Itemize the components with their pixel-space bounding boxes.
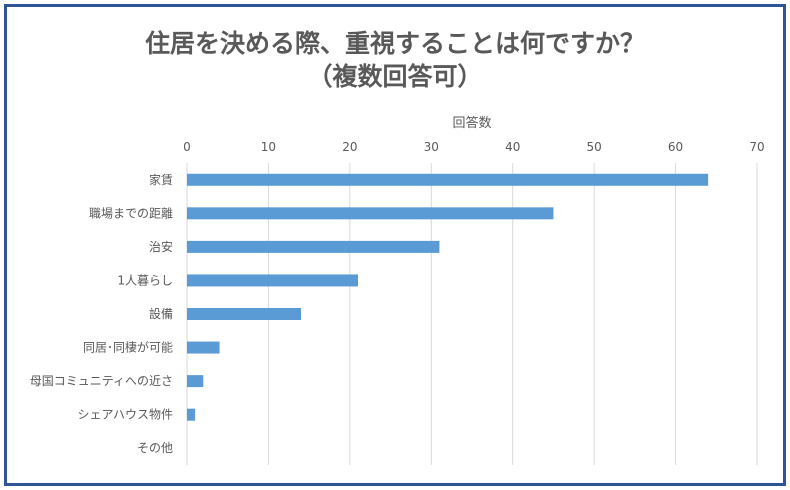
bar-0 <box>187 173 709 186</box>
x-tick-label: 0 <box>183 140 191 154</box>
x-tick-label: 40 <box>505 140 520 154</box>
category-label: その他 <box>137 441 173 455</box>
x-tick-label: 50 <box>587 140 602 154</box>
bar-5 <box>187 341 220 354</box>
bar-3 <box>187 274 358 287</box>
category-label: 1人暮らし <box>117 273 173 287</box>
x-tick-label: 70 <box>749 140 764 154</box>
category-label: 職場までの距離 <box>89 206 173 220</box>
category-label: 家賃 <box>149 172 173 187</box>
x-tick-label: 60 <box>668 140 683 154</box>
x-tick-label: 10 <box>261 140 276 154</box>
bar-4 <box>187 308 301 320</box>
category-label: 同居･同棲が可能 <box>83 340 173 355</box>
category-label: シェアハウス物件 <box>77 408 173 422</box>
bar-6 <box>187 375 204 388</box>
chart-title-line-1: 住居を決める際、重視することは何ですか？ <box>144 29 645 58</box>
bar-7 <box>187 408 196 421</box>
x-tick-label: 30 <box>424 140 439 154</box>
bar-1 <box>187 207 554 220</box>
category-label: 治安 <box>149 239 173 254</box>
chart-frame <box>4 4 786 486</box>
x-axis-title: 回答数 <box>452 115 491 131</box>
chart-title-line-2: （複数回答可） <box>307 62 483 91</box>
bar-2 <box>187 240 440 253</box>
x-tick-label: 20 <box>342 140 357 154</box>
category-label: 母国コミュニティへの近さ <box>30 374 173 388</box>
category-label: 設備 <box>149 306 173 321</box>
